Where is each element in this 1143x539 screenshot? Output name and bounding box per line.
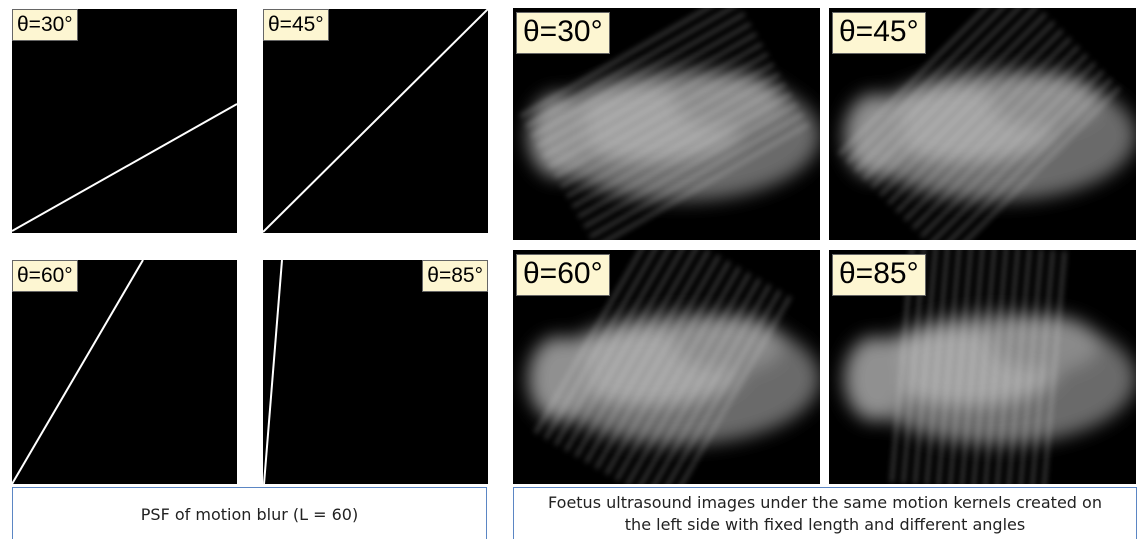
- psf-line: [12, 9, 237, 233]
- psf-line: [263, 260, 488, 484]
- ultrasound-label: θ=60°: [516, 254, 610, 296]
- psf-label: θ=45°: [263, 9, 329, 41]
- ultrasound-label: θ=85°: [832, 254, 926, 296]
- ultrasound-image: θ=85°: [829, 250, 1136, 484]
- caption-left: PSF of motion blur (L = 60): [12, 487, 487, 539]
- figure: θ=30° θ=45° θ=60° θ=85° θ=30° θ=45° θ=60…: [0, 0, 1143, 539]
- ultrasound-label: θ=45°: [832, 12, 926, 54]
- psf-line: [12, 260, 237, 484]
- ultrasound-image: θ=30°: [513, 8, 820, 240]
- psf-panel: θ=45°: [263, 9, 488, 233]
- psf-panel: θ=85°: [263, 260, 488, 484]
- psf-label: θ=60°: [12, 260, 78, 292]
- ultrasound-image: θ=45°: [829, 8, 1136, 240]
- psf-label: θ=30°: [12, 9, 78, 41]
- psf-panel: θ=60°: [12, 260, 237, 484]
- psf-line: [263, 9, 488, 233]
- psf-label: θ=85°: [422, 260, 488, 292]
- caption-right: Foetus ultrasound images under the same …: [513, 487, 1137, 539]
- psf-panel: θ=30°: [12, 9, 237, 233]
- ultrasound-image: θ=60°: [513, 250, 820, 484]
- ultrasound-label: θ=30°: [516, 12, 610, 54]
